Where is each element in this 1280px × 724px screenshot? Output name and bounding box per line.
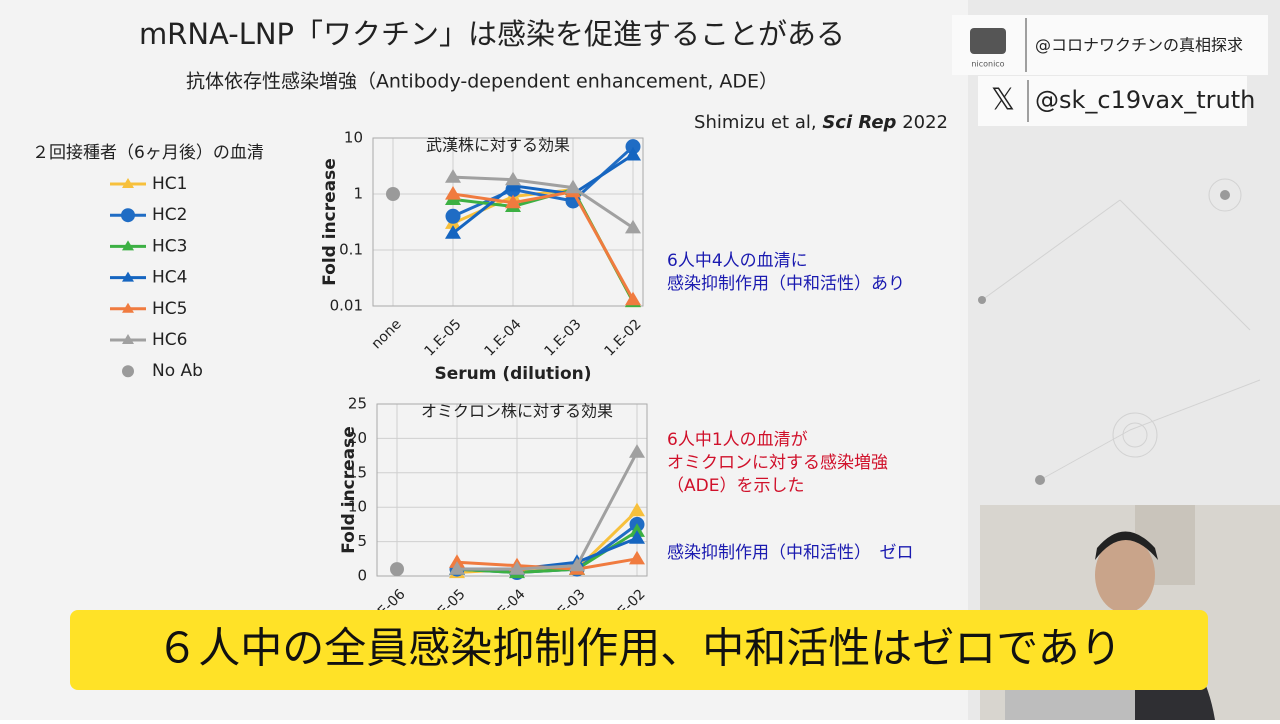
legend-marker — [122, 334, 134, 344]
laptop — [1005, 690, 1135, 720]
network-dots — [978, 190, 1230, 485]
y-tick-label: 0 — [357, 567, 367, 585]
caption: ６人中の全員感染抑制作用、中和活性はゼロであり — [156, 624, 1122, 673]
data-point — [569, 557, 585, 572]
data-point — [629, 444, 645, 458]
series-line — [452, 153, 634, 235]
y-tick-label: 25 — [348, 395, 367, 413]
legend-label: HC6 — [152, 330, 187, 350]
legend-marker — [121, 208, 135, 223]
annotation: オミクロンに対する感染増強 — [667, 453, 888, 473]
y-axis-label: Fold increase — [339, 426, 359, 554]
chart-title: 武漢株に対する効果 — [426, 136, 570, 155]
channel-box: niconico @コロナワクチンの真相探求 𝕏 @sk_c19vax_trut… — [952, 15, 1268, 126]
annotation: 感染抑制作用（中和活性） ゼロ — [667, 543, 914, 563]
data-point — [625, 146, 641, 161]
y-tick-label: 10 — [344, 129, 363, 147]
series-line — [457, 451, 639, 571]
data-point — [505, 171, 521, 186]
data-point — [505, 194, 521, 209]
person-face — [1095, 537, 1155, 613]
data-point — [509, 561, 525, 575]
y-axis-label: Fold increase — [320, 158, 340, 286]
annotation: （ADE）を示した — [667, 476, 804, 496]
legend-label: HC5 — [152, 299, 187, 319]
citation: Shimizu et al, Sci Rep 2022 — [694, 112, 948, 133]
series-line — [452, 190, 635, 301]
caption-box — [70, 610, 1208, 690]
legend-marker — [122, 302, 134, 313]
data-point — [445, 208, 461, 224]
y-tick-label: 1 — [353, 185, 363, 203]
legend-marker — [122, 240, 134, 251]
chart-title: オミクロン株に対する効果 — [421, 402, 613, 421]
data-point — [386, 187, 400, 201]
channel-handle: @sk_c19vax_truth — [1035, 86, 1255, 114]
y-tick-label: 0.01 — [330, 297, 363, 315]
legend-marker — [122, 178, 134, 188]
logo-text: niconico — [971, 60, 1004, 69]
data-point — [565, 179, 581, 194]
legend-title: ２回接種者（6ヶ月後）の血清 — [32, 143, 264, 163]
network-decor — [981, 178, 1261, 481]
tv-icon — [970, 28, 1006, 54]
x-logo: 𝕏 — [991, 83, 1015, 118]
data-point — [449, 561, 465, 575]
y-tick-label: 5 — [357, 532, 367, 550]
legend-marker — [122, 271, 134, 282]
x-axis-label: Serum (dilution) — [434, 364, 591, 384]
annotation: 6人中4人の血清に — [667, 251, 808, 271]
data-point — [625, 219, 641, 234]
data-point — [625, 139, 641, 155]
slide-title: mRNA-LNP「ワクチン」は感染を促進することがある — [139, 17, 845, 51]
slide-subtitle: 抗体依存性感染増強（Antibody-dependent enhancement… — [186, 71, 778, 93]
data-point — [629, 523, 645, 537]
y-tick-label: 15 — [348, 463, 367, 481]
legend-label: HC3 — [152, 236, 187, 256]
data-point — [445, 225, 461, 239]
handle-box — [978, 76, 1247, 126]
data-point — [449, 554, 465, 568]
data-point — [445, 169, 461, 183]
y-tick-label: 10 — [348, 498, 367, 516]
data-point — [629, 502, 645, 517]
y-tick-label: 20 — [348, 429, 367, 447]
data-point — [629, 530, 645, 544]
data-point — [625, 291, 641, 306]
legend-marker — [122, 365, 134, 378]
legend-label: HC2 — [152, 205, 187, 225]
annotation: 6人中1人の血清が — [667, 430, 808, 450]
channel-name: @コロナワクチンの真相探求 — [1035, 36, 1243, 55]
legend-label: No Ab — [152, 361, 203, 381]
data-point — [390, 562, 404, 577]
data-point — [445, 186, 461, 200]
y-tick-label: 0.1 — [339, 241, 363, 259]
legend-label: HC1 — [152, 174, 187, 194]
person-hair — [1095, 531, 1158, 560]
plot-frame — [372, 137, 644, 307]
legend-label: HC4 — [152, 268, 187, 288]
annotation: 感染抑制作用（中和活性）あり — [667, 274, 905, 294]
data-point — [629, 550, 645, 565]
series-line — [452, 175, 634, 229]
